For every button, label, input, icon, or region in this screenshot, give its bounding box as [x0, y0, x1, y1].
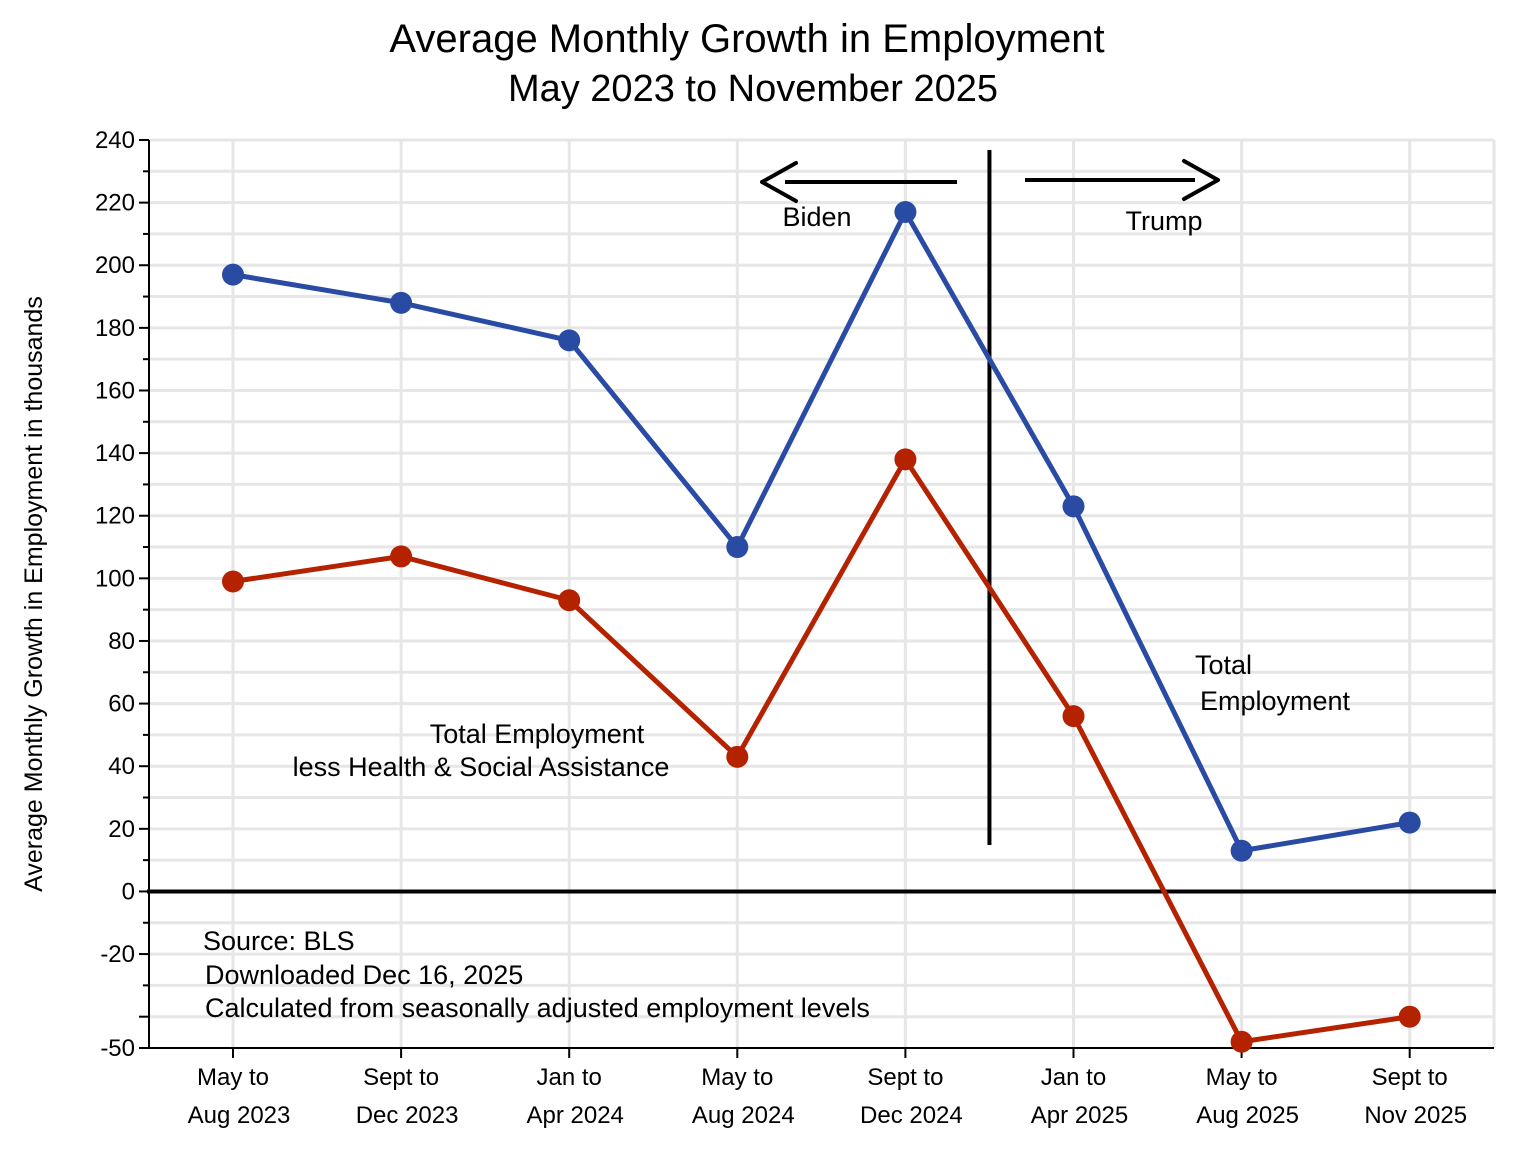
right-arrow-head — [1182, 159, 1220, 201]
data-point — [558, 329, 581, 352]
y-tick-label: -50 — [100, 1035, 135, 1062]
chart-subtitle: May 2023 to November 2025 — [508, 68, 998, 110]
y-tick-label: 80 — [108, 628, 135, 655]
y-axis-label: Average Monthly Growth in Employment in … — [20, 296, 48, 892]
data-point — [222, 570, 244, 593]
x-tick-label-line: Sept to — [1372, 1064, 1448, 1091]
series-label-total: Total — [1195, 650, 1252, 680]
x-tick-label: May to Aug 2024 — [692, 1064, 795, 1129]
axes: 240220200180160140120100806040200-20-50M… — [95, 127, 1496, 1129]
y-tick-label: 200 — [95, 252, 135, 279]
x-tick-label-line: Dec 2023 — [356, 1102, 459, 1129]
data-point — [1230, 1030, 1253, 1053]
y-tick-label: 120 — [95, 503, 135, 530]
data-point — [222, 263, 244, 286]
x-tick-label-line: Sept to — [363, 1064, 439, 1091]
data-point — [558, 589, 581, 612]
x-tick-label: Jan to Apr 2025 — [1031, 1064, 1128, 1129]
data-point — [894, 448, 917, 471]
data-point — [390, 545, 413, 568]
series-label-less-health: Total Employment — [430, 719, 645, 749]
left-arrow-head — [760, 161, 798, 203]
x-tick-label-line: Nov 2025 — [1364, 1102, 1467, 1129]
series-label-less-health: less Health & Social Assistance — [293, 752, 670, 782]
trump-label: Trump — [1125, 206, 1202, 236]
x-tick-label-line: Jan to — [1041, 1064, 1106, 1091]
y-tick-label: 100 — [95, 565, 135, 592]
x-tick-label-line: Apr 2024 — [526, 1102, 623, 1129]
x-tick-label: Sept to Nov 2025 — [1364, 1064, 1467, 1129]
data-point — [1230, 839, 1253, 862]
source-note: Source: BLS — [203, 926, 355, 956]
x-tick-label: May to Aug 2025 — [1196, 1064, 1299, 1129]
y-tick-label: 220 — [95, 190, 135, 217]
x-tick-label-line: Sept to — [867, 1064, 943, 1091]
y-tick-label: 20 — [108, 816, 135, 843]
x-tick-label: May to Aug 2023 — [188, 1064, 291, 1129]
chart-title: Average Monthly Growth in Employment — [389, 17, 1104, 61]
source-note: Calculated from seasonally adjusted empl… — [205, 993, 870, 1023]
x-tick-label-line: Apr 2025 — [1031, 1102, 1128, 1129]
x-tick-label-line: Dec 2024 — [860, 1102, 963, 1129]
y-tick-label: 140 — [95, 440, 135, 467]
y-tick-label: 40 — [108, 753, 135, 780]
y-tick-label: 180 — [95, 315, 135, 342]
y-tick-label: -20 — [100, 941, 135, 968]
x-tick-label-line: Jan to — [537, 1064, 602, 1091]
x-tick-label: Jan to Apr 2024 — [526, 1064, 623, 1129]
biden-label: Biden — [782, 202, 851, 232]
series-label-total: Employment — [1200, 686, 1351, 716]
y-tick-label: 60 — [108, 691, 135, 718]
data-point — [726, 536, 749, 559]
x-tick-label: Sept to Dec 2023 — [356, 1064, 459, 1129]
x-tick-label-line: May to — [1206, 1064, 1278, 1091]
data-point — [894, 201, 917, 224]
y-tick-label: 160 — [95, 377, 135, 404]
data-point — [390, 291, 413, 314]
series-lines — [222, 201, 1421, 1053]
x-tick-label-line: Aug 2025 — [1196, 1102, 1299, 1129]
administration-divider: Biden Trump — [760, 150, 1220, 845]
grid-lines — [149, 138, 1496, 1048]
x-tick-label-line: Aug 2024 — [692, 1102, 795, 1129]
x-tick-label: Sept to Dec 2024 — [860, 1064, 963, 1129]
y-tick-label: 240 — [95, 127, 135, 154]
x-tick-label-line: Aug 2023 — [188, 1102, 291, 1129]
series-line-total — [232, 209, 1411, 854]
x-tick-label-line: May to — [197, 1064, 269, 1091]
data-point — [1062, 705, 1085, 728]
data-point — [726, 745, 749, 768]
y-tick-label: 0 — [122, 878, 135, 905]
series-line-less-health — [232, 456, 1411, 1045]
source-note: Downloaded Dec 16, 2025 — [205, 960, 523, 990]
data-point — [1398, 1005, 1421, 1028]
data-point — [1398, 811, 1421, 834]
data-point — [1062, 495, 1085, 518]
x-tick-label-line: May to — [701, 1064, 773, 1091]
